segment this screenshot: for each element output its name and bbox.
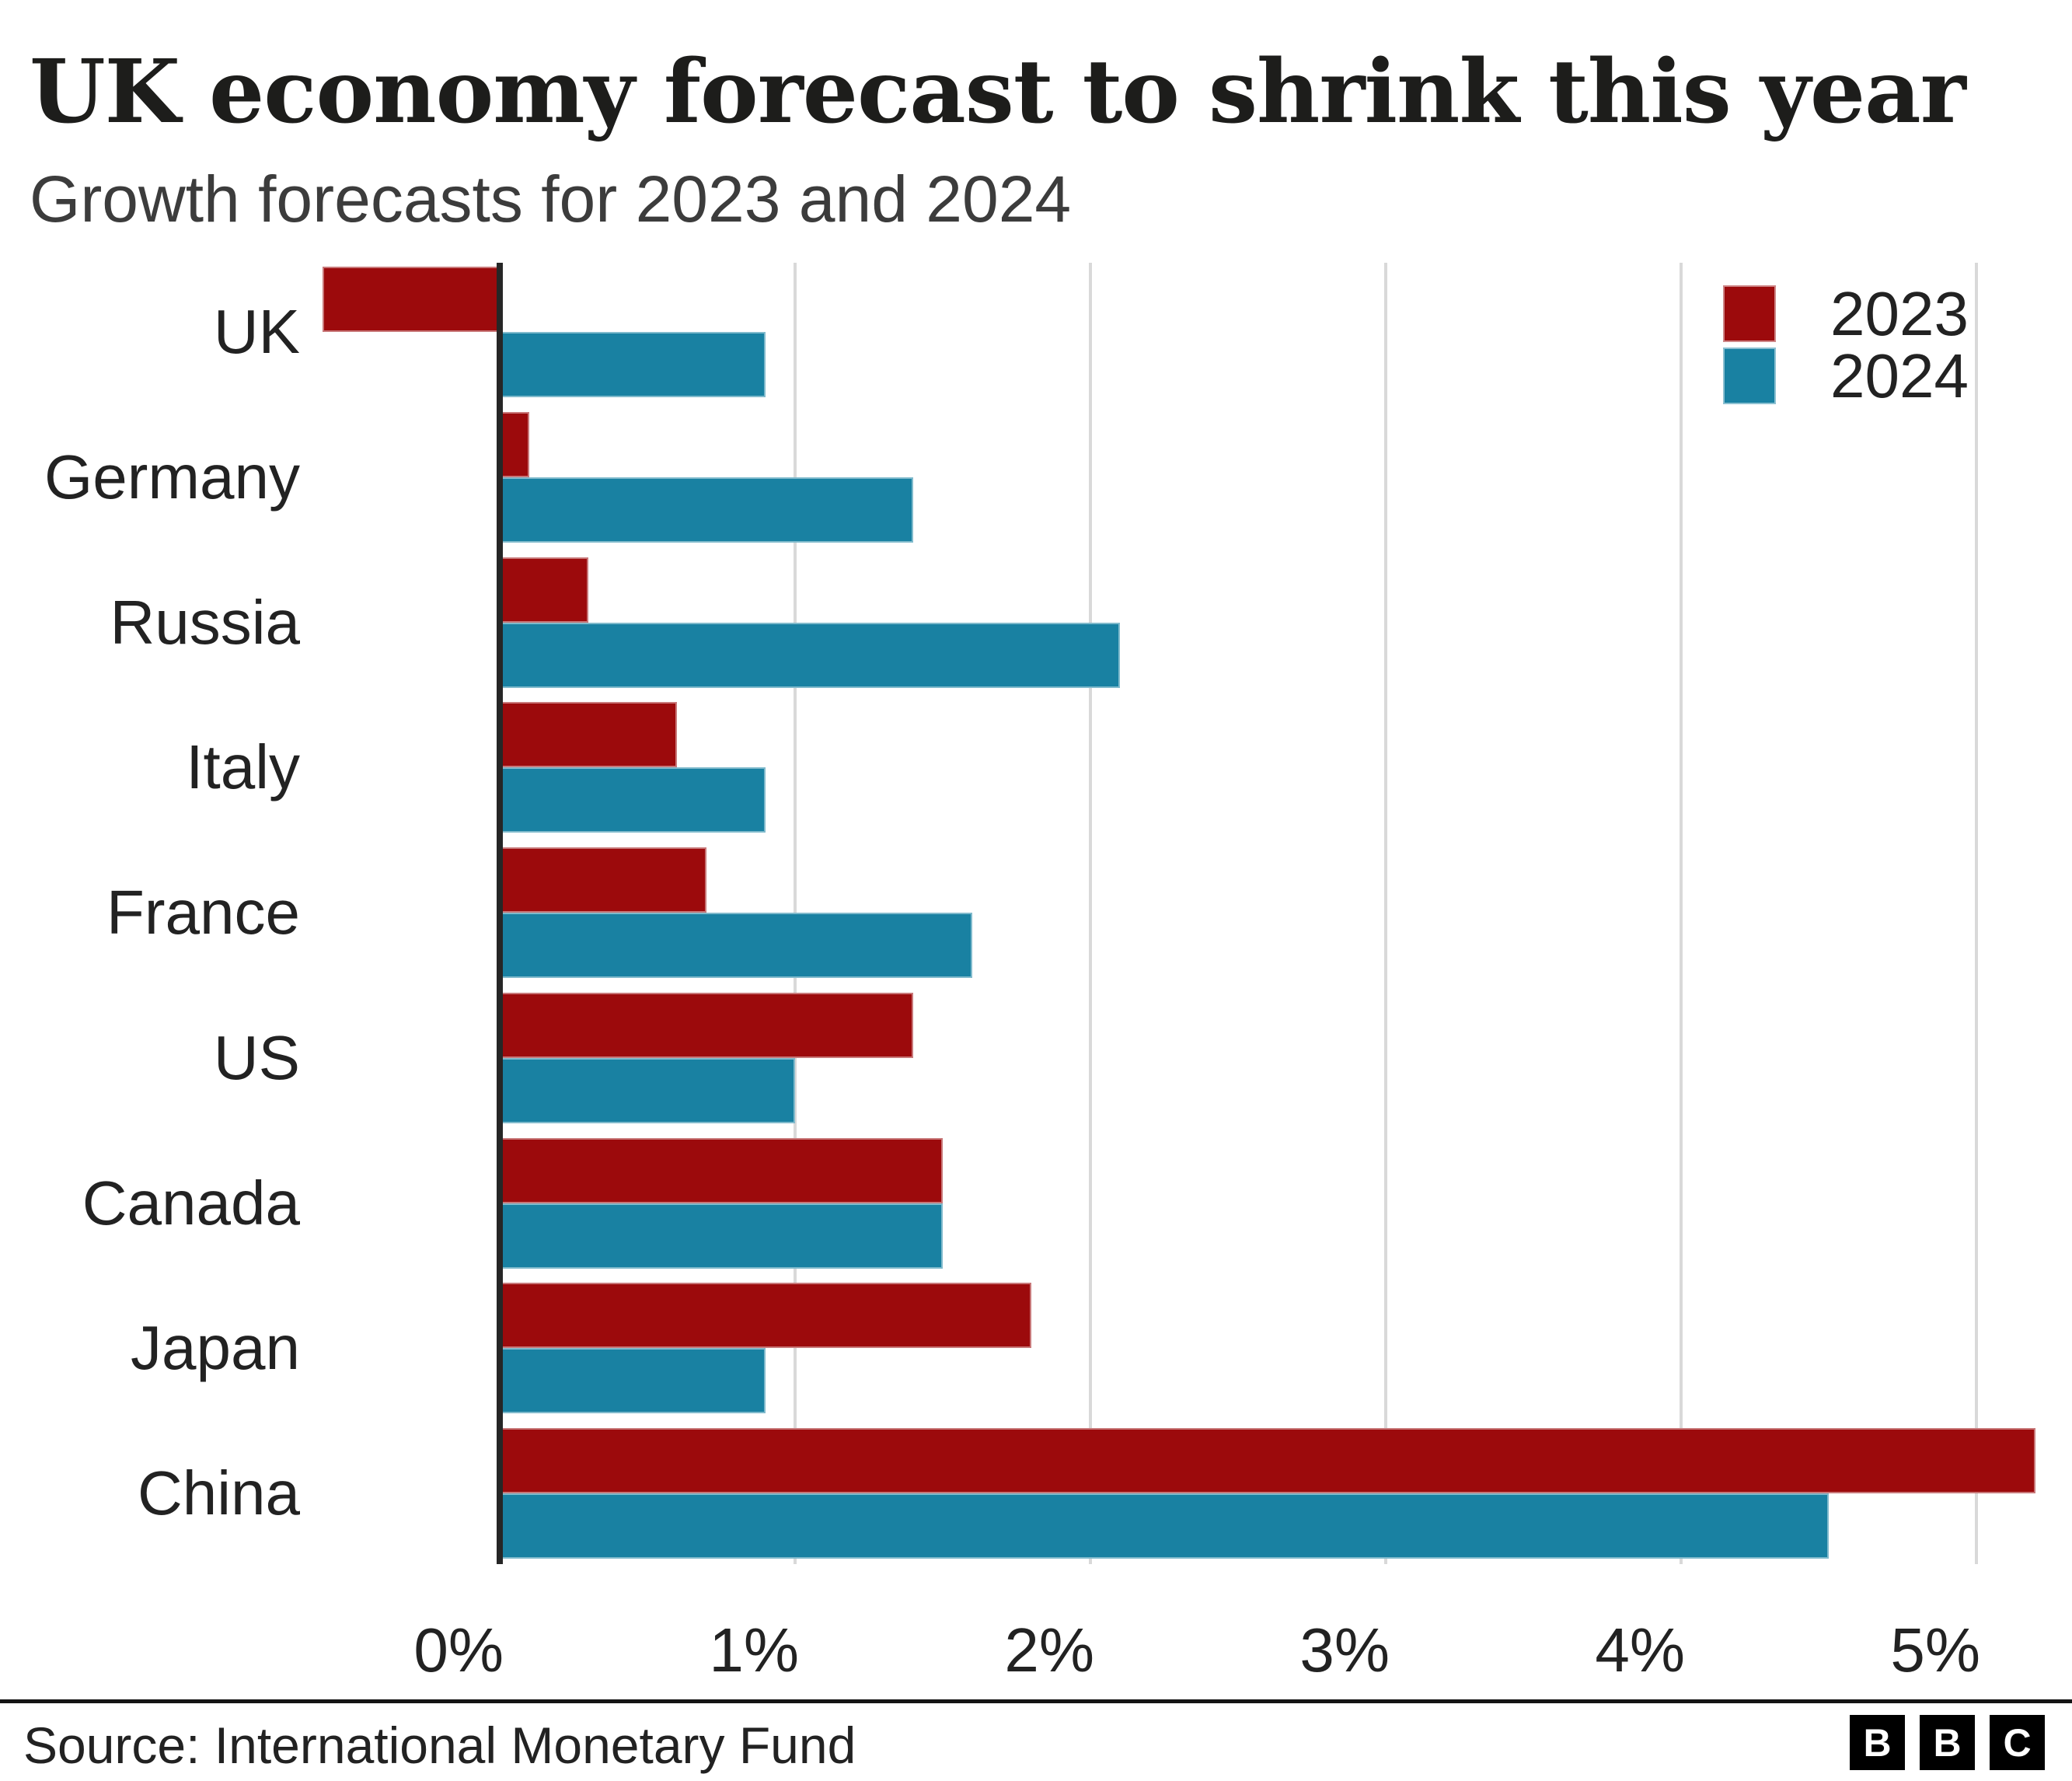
category-label-uk: UK — [213, 297, 300, 366]
x-tick-label-0%: 0% — [413, 1615, 504, 1685]
gridline-2pct — [1089, 263, 1092, 1564]
legend-label-2023: 2023 — [1830, 279, 1969, 348]
x-tick-label-2%: 2% — [1004, 1615, 1094, 1685]
bar-germany-2024 — [500, 477, 913, 543]
category-label-us: US — [213, 1022, 300, 1092]
category-label-japan: Japan — [131, 1313, 300, 1383]
bar-germany-2023 — [500, 411, 529, 477]
bar-russia-2024 — [500, 622, 1120, 688]
legend: 2023 2024 — [1723, 279, 1969, 410]
x-tick-label-4%: 4% — [1595, 1615, 1685, 1685]
bar-russia-2023 — [500, 557, 588, 623]
bar-canada-2024 — [500, 1203, 943, 1269]
legend-item-2023: 2023 — [1723, 279, 1969, 348]
bar-us-2023 — [500, 992, 913, 1058]
bar-china-2024 — [500, 1493, 1829, 1559]
bar-japan-2023 — [500, 1283, 1031, 1349]
bar-china-2023 — [500, 1428, 2035, 1493]
gridline-3pct — [1384, 263, 1387, 1564]
category-label-germany: Germany — [44, 442, 300, 512]
bar-japan-2024 — [500, 1348, 766, 1414]
category-label-france: France — [106, 878, 300, 947]
zero-axis-line — [497, 263, 503, 1564]
bar-canada-2023 — [500, 1137, 943, 1203]
chart-subtitle: Growth forecasts for 2023 and 2024 — [30, 162, 1072, 236]
bbc-logo-block-1: B — [1850, 1715, 1905, 1770]
bar-italy-2023 — [500, 702, 677, 768]
gridline-4pct — [1680, 263, 1683, 1564]
bar-uk-2023 — [323, 267, 500, 332]
bbc-logo-block-2: B — [1920, 1715, 1975, 1770]
legend-label-2024: 2024 — [1830, 341, 1969, 410]
footer-divider-line — [0, 1699, 2072, 1703]
x-tick-label-1%: 1% — [709, 1615, 799, 1685]
bbc-logo-block-3: C — [1990, 1715, 2045, 1770]
x-tick-label-5%: 5% — [1890, 1615, 1980, 1685]
category-label-china: China — [137, 1458, 300, 1528]
category-label-russia: Russia — [110, 587, 300, 657]
bar-france-2023 — [500, 847, 706, 913]
bar-uk-2024 — [500, 332, 766, 397]
legend-swatch-2024 — [1723, 347, 1776, 404]
legend-item-2024: 2024 — [1723, 341, 1969, 410]
bar-italy-2024 — [500, 767, 766, 833]
chart-title: UK economy forecast to shrink this year — [30, 41, 1966, 143]
category-label-italy: Italy — [186, 732, 300, 802]
gridline-5pct — [1975, 263, 1978, 1564]
source-credit: Source: International Monetary Fund — [23, 1716, 856, 1774]
bar-france-2024 — [500, 913, 972, 978]
x-tick-label-3%: 3% — [1299, 1615, 1390, 1685]
bar-us-2024 — [500, 1057, 795, 1123]
category-label-canada: Canada — [82, 1168, 300, 1238]
legend-swatch-2023 — [1723, 285, 1776, 342]
